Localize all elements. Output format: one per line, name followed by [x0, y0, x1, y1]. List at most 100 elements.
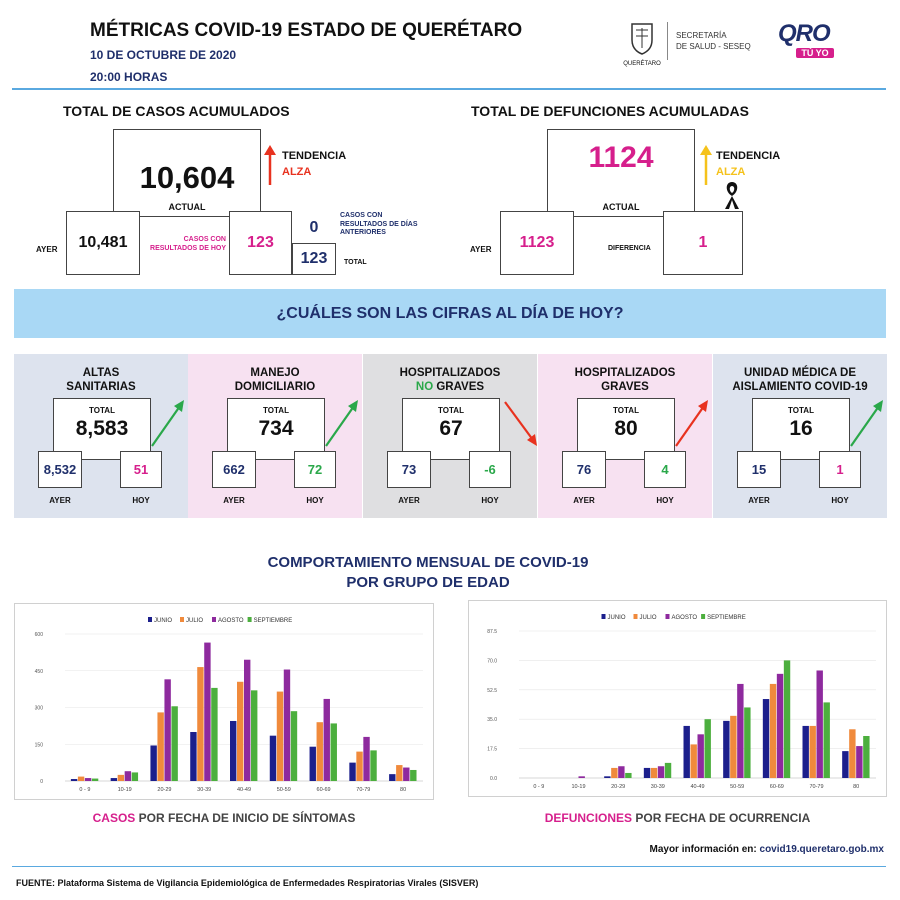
- bar: [783, 660, 791, 778]
- deaths-trend-value: ALZA: [716, 166, 746, 178]
- x-tick-label: 40-49: [237, 787, 251, 793]
- more-info-link[interactable]: covid19.queretaro.gob.mx: [759, 844, 884, 855]
- panel-title: UNIDAD MÉDICA DE AISLAMIENTO COVID-19: [732, 367, 868, 393]
- cases-caption-highlight: CASOS: [92, 811, 136, 825]
- bar: [84, 778, 92, 781]
- report-time: 20:00 HORAS: [90, 70, 168, 84]
- trend-up-icon: [850, 400, 883, 447]
- bar: [230, 720, 237, 781]
- panel-ayer-label: AYER: [49, 496, 71, 505]
- bar: [269, 735, 277, 781]
- deaths-ayer-label: AYER: [470, 245, 492, 254]
- panel-hoy-label: HOY: [656, 496, 674, 505]
- question-banner: ¿CUÁLES SON LAS CIFRAS AL DÍA DE HOY?: [14, 289, 886, 338]
- panel-hoy-label: HOY: [831, 496, 849, 505]
- deaths-caption: DEFUNCIONES POR FECHA DE OCURRENCIA: [468, 811, 887, 825]
- bar: [363, 736, 370, 781]
- bar: [276, 691, 284, 781]
- footer-rule: [12, 866, 886, 867]
- bar: [356, 751, 363, 781]
- x-tick-label: 80: [400, 787, 406, 793]
- panel-title: HOSPITALIZADOS NO GRAVES: [399, 367, 501, 393]
- y-tick-label: 150: [35, 742, 44, 748]
- x-tick-label: 10-19: [571, 784, 585, 790]
- cases-actual-value: 10,604: [139, 160, 235, 195]
- secretaria-label: SECRETARÍA DE SALUD - SESEQ: [676, 31, 751, 51]
- section-title-line1: COMPORTAMIENTO MENSUAL DE COVID-19: [267, 554, 589, 571]
- page-title: MÉTRICAS COVID-19 ESTADO DE QUERÉTARO: [90, 20, 523, 41]
- x-tick-label: 40-49: [690, 784, 704, 790]
- trend-up-icon: [151, 400, 184, 447]
- panel-ayer-value: 662: [212, 451, 256, 488]
- cases-previous-label: CASOS CON RESULTADOS DE DÍAS ANTERIORES: [340, 212, 418, 236]
- panel-1: MANEJO DOMICILIARIO TOTAL 734 662 72 AYER HOY: [188, 354, 362, 518]
- deaths-actual-label: ACTUAL: [602, 202, 640, 212]
- bar: [690, 744, 697, 778]
- deaths-caption-rest: POR FECHA DE OCURRENCIA: [632, 811, 811, 825]
- x-tick-label: 30-39: [197, 787, 211, 793]
- cases-actual-box: 10,604 ACTUAL: [113, 129, 261, 217]
- bar: [244, 659, 251, 781]
- panel-4: UNIDAD MÉDICA DE AISLAMIENTO COVID-19 TOTA…: [713, 354, 887, 518]
- deaths-actual-value: 1124: [588, 141, 654, 174]
- bar: [723, 720, 730, 778]
- legend-label: JULIO: [640, 615, 657, 621]
- deaths-trend-up-icon: [700, 145, 712, 185]
- legend-swatch: [247, 617, 252, 622]
- panel-hoy-label: HOY: [132, 496, 150, 505]
- deaths-chart-svg: JUNIO JULIO AGOSTO SEPTIEMBRE 0.0 17.5 35.0 52.…: [487, 614, 876, 790]
- bar: [776, 673, 784, 778]
- y-tick-label: 52.5: [487, 688, 497, 694]
- panel-hoy-label: HOY: [481, 496, 499, 505]
- cases-ayer-value: 10,481: [66, 211, 140, 275]
- panel-title: HOSPITALIZADOS GRAVES: [574, 367, 676, 393]
- x-tick-label: 70-79: [356, 787, 370, 793]
- x-tick-label: 70-79: [809, 784, 823, 790]
- deaths-actual-box: 1124 ACTUAL: [547, 129, 695, 217]
- bar: [110, 778, 118, 781]
- bar: [389, 774, 396, 781]
- bar: [349, 762, 356, 781]
- bar: [150, 745, 157, 781]
- source-note: FUENTE: Plataforma Sistema de Vigilancia…: [16, 878, 479, 888]
- qro-logo-text: QRO: [778, 20, 831, 47]
- bar: [124, 771, 132, 781]
- x-tick-label: 50-59: [277, 787, 291, 793]
- cases-trend-up-icon: [264, 145, 276, 185]
- x-tick-label: 0 - 9: [79, 787, 90, 793]
- bar: [802, 725, 809, 778]
- bar: [251, 690, 258, 781]
- bar: [290, 711, 298, 781]
- panel-ayer-value: 8,532: [38, 451, 82, 488]
- panel-total-box: TOTAL 734: [227, 398, 325, 460]
- panel-total-box: TOTAL 67: [402, 398, 500, 460]
- bar: [578, 776, 585, 778]
- cases-trend-value: ALZA: [282, 166, 312, 178]
- cases-today-value: 123: [229, 211, 292, 275]
- mourning-ribbon-icon: [725, 182, 739, 209]
- bar: [204, 642, 211, 781]
- legend-label: AGOSTO: [672, 615, 698, 621]
- trend-up-icon: [325, 400, 358, 447]
- legend-label: JULIO: [186, 618, 203, 624]
- panel-total-box: TOTAL 16: [752, 398, 850, 460]
- panel-title: ALTAS SANITARIAS: [66, 367, 136, 393]
- bar: [657, 766, 665, 778]
- legend-swatch: [601, 614, 606, 619]
- bar: [117, 774, 125, 781]
- panel-hoy-value: 4: [644, 451, 686, 488]
- x-tick-label: 60-69: [770, 784, 784, 790]
- bar: [744, 707, 751, 778]
- legend-label: JUNIO: [608, 615, 626, 621]
- panel-2: HOSPITALIZADOS NO GRAVES TOTAL 67 73 -6 AYER HO…: [363, 354, 537, 518]
- deaths-ayer-value: 1123: [500, 211, 574, 275]
- bar: [816, 670, 823, 778]
- bar: [842, 751, 849, 778]
- qro-logo: QRO TÚ YO: [778, 20, 842, 58]
- panel-ayer-value: 73: [387, 451, 431, 488]
- x-tick-label: 50-59: [730, 784, 744, 790]
- bar: [309, 746, 316, 781]
- header-rule: [12, 88, 886, 90]
- y-tick-label: 450: [35, 669, 44, 675]
- legend-label: AGOSTO: [218, 618, 244, 624]
